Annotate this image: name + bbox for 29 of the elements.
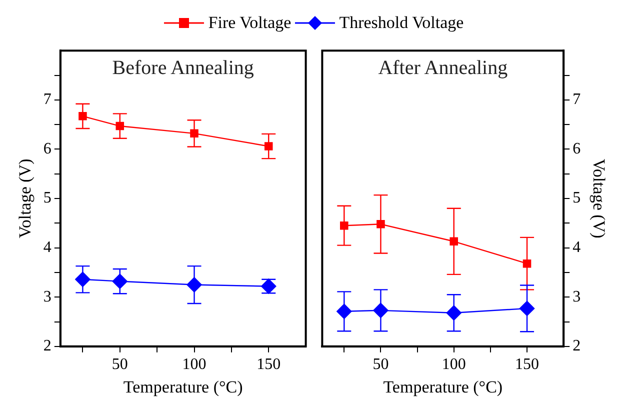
y-tick-label: 4 bbox=[572, 239, 581, 256]
y-tick-label: 3 bbox=[43, 288, 52, 306]
y-tick-label: 7 bbox=[572, 91, 581, 108]
y-tick-label: 2 bbox=[43, 338, 52, 355]
x-tick-label: 150 bbox=[256, 356, 281, 374]
y-axis-title: Voltage (V) bbox=[16, 158, 35, 238]
y-tick-label: 6 bbox=[572, 140, 581, 158]
y-tick-label: 7 bbox=[43, 91, 52, 108]
y-tick-label: 4 bbox=[43, 239, 52, 256]
y-axis-title: Voltage (V) bbox=[589, 158, 608, 238]
y-tick-label: 3 bbox=[572, 288, 581, 306]
point bbox=[264, 142, 273, 150]
chart-title: After Annealing bbox=[378, 56, 508, 79]
point bbox=[340, 221, 348, 230]
x-tick-label: 50 bbox=[372, 356, 389, 374]
y-tick-label: 6 bbox=[43, 140, 52, 158]
y-tick-label: 2 bbox=[572, 338, 581, 355]
x-tick-label: 150 bbox=[515, 356, 540, 374]
legend-label: Threshold Voltage bbox=[339, 13, 464, 33]
point bbox=[450, 237, 458, 246]
y-tick-label: 5 bbox=[572, 190, 581, 207]
x-axis-title: Temperature (°C) bbox=[383, 377, 503, 396]
legend-label: Fire Voltage bbox=[208, 13, 292, 33]
x-tick-label: 100 bbox=[182, 356, 206, 374]
x-axis-title: Temperature (°C) bbox=[123, 377, 243, 396]
y-tick-label: 5 bbox=[43, 190, 52, 207]
x-tick-label: 100 bbox=[442, 356, 466, 374]
x-tick-label: 50 bbox=[112, 356, 128, 374]
chart-title: Before Annealing bbox=[112, 56, 254, 79]
